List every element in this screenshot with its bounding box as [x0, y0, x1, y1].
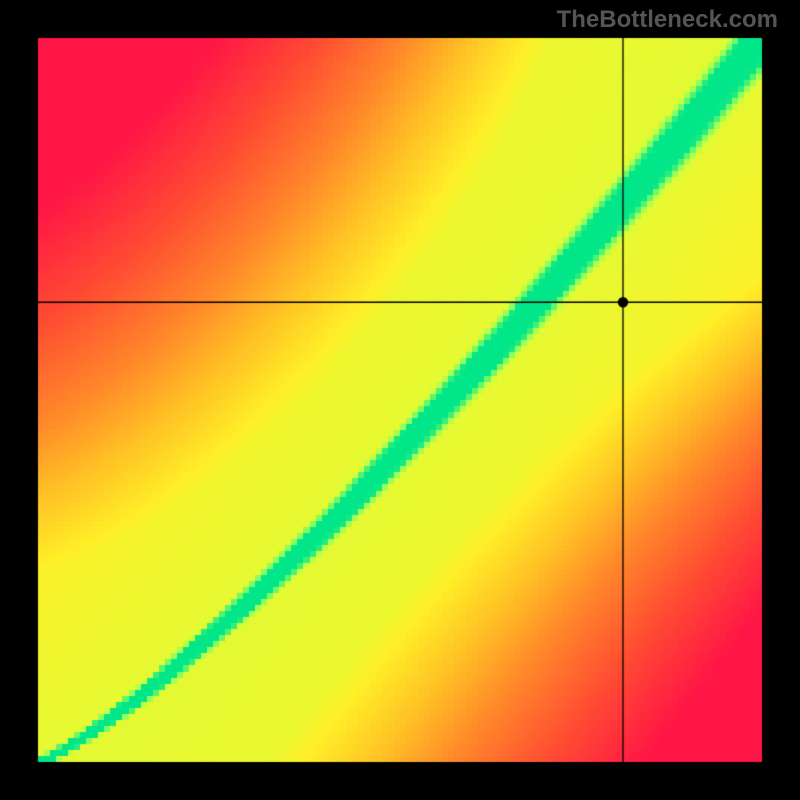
chart-container: { "watermark": { "text": "TheBottleneck.… — [0, 0, 800, 800]
bottleneck-heatmap — [0, 0, 800, 800]
watermark-text: TheBottleneck.com — [557, 6, 778, 34]
